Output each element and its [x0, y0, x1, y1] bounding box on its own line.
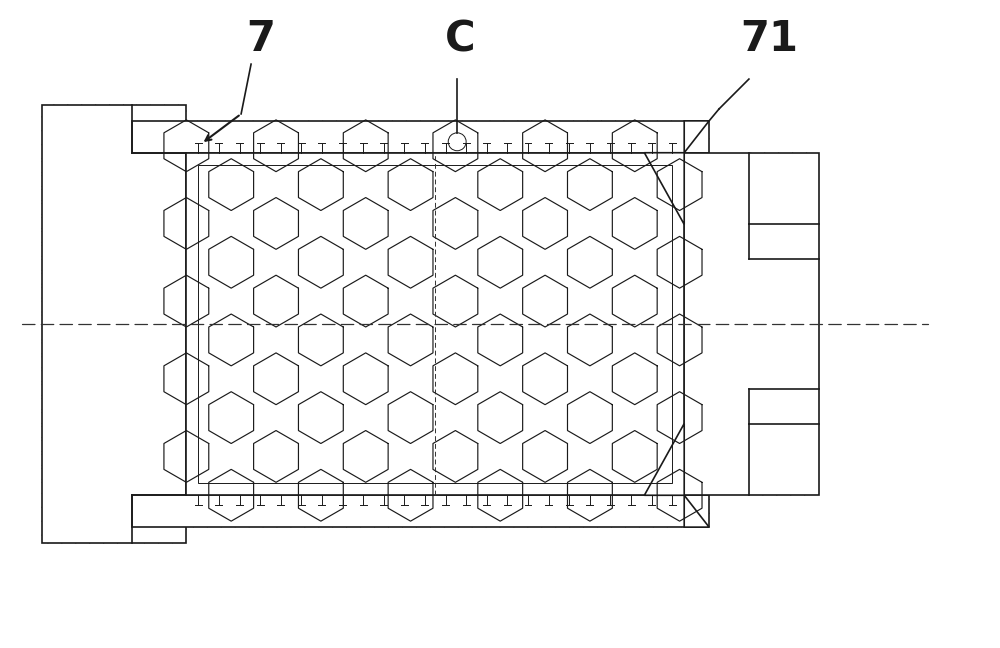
- Bar: [132, 495, 709, 527]
- Text: 7: 7: [247, 18, 276, 60]
- Bar: [42, 105, 186, 543]
- Text: C: C: [445, 18, 475, 60]
- Bar: [198, 165, 672, 483]
- Text: 71: 71: [740, 18, 798, 60]
- Bar: [132, 121, 709, 153]
- Polygon shape: [644, 424, 684, 495]
- Polygon shape: [684, 121, 709, 153]
- Bar: [186, 153, 684, 495]
- Polygon shape: [684, 495, 709, 527]
- Bar: [684, 153, 819, 495]
- Polygon shape: [644, 153, 684, 224]
